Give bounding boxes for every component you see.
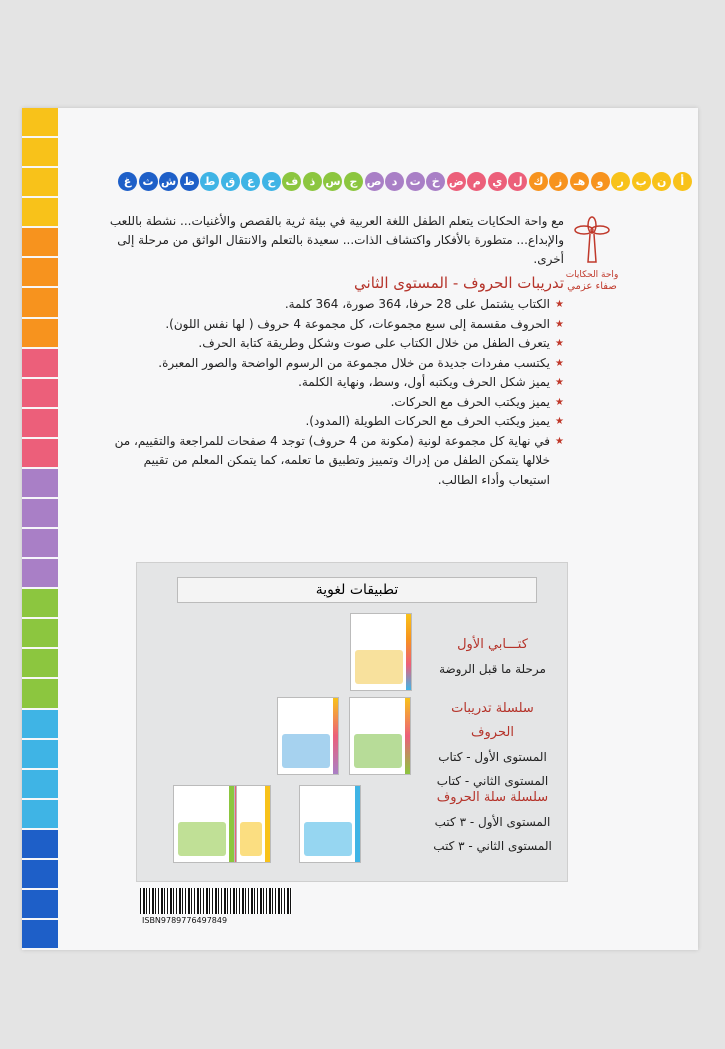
- color-tile: [22, 288, 58, 317]
- color-tile: [22, 198, 58, 227]
- letter-circle: ث: [138, 172, 158, 191]
- feature-item: في نهاية كل مجموعة لونية (مكونة من 4 حرو…: [100, 432, 564, 491]
- color-tile: [22, 799, 58, 828]
- letter-circle: ن: [652, 172, 672, 191]
- color-tile: [22, 499, 58, 528]
- group-sallat: سلسلة سلة الحروف المستوى الأول - ٣ كتب ا…: [430, 786, 555, 858]
- feature-item: يميز ويكتب الحرف مع الحركات.: [100, 393, 564, 413]
- color-tile: [22, 859, 58, 889]
- group-line: المستوى الثاني - كتاب: [436, 774, 549, 788]
- color-tile: [22, 739, 58, 768]
- color-tile: [22, 829, 58, 858]
- feature-item: يتعرف الطفل من خلال الكتاب على صوت وشكل …: [100, 334, 564, 354]
- feature-item: الكتاب يشتمل على 28 حرفا، 364 صورة، 364 …: [100, 295, 564, 315]
- book-thumbnail: [173, 785, 235, 863]
- color-tile: [22, 378, 58, 407]
- publisher-logo: واحة الحكايات صفاء عزمي: [562, 216, 622, 292]
- book-thumbnail: [235, 785, 271, 863]
- group-heading: سلسلة تدريبات الحروف: [451, 701, 534, 740]
- color-tile: [22, 920, 58, 949]
- description: مع واحة الحكايات يتعلم الطفل اللغة العرب…: [100, 212, 564, 490]
- letter-circle: ح: [261, 172, 281, 191]
- group-heading: كتـــابي الأول: [457, 637, 528, 652]
- feature-list: الكتاب يشتمل على 28 حرفا، 364 صورة، 364 …: [100, 295, 564, 490]
- group-line: مرحلة ما قبل الروضة: [439, 662, 546, 676]
- alphabet-row: أ ن ب ر و هـ ز ك ل ي م ض خ ت د ص ج س ذ ف ح ع ق ط ظ ش ث غ: [118, 172, 692, 191]
- color-tile: [22, 468, 58, 498]
- barcode: [140, 888, 292, 914]
- color-tile: [22, 529, 58, 558]
- letter-circle: ك: [528, 172, 548, 191]
- color-tile: [22, 408, 58, 437]
- book-thumbnail: [277, 697, 339, 775]
- letter-circle: د: [385, 172, 405, 191]
- letter-circle: ط: [200, 172, 220, 191]
- book-thumbnail: [299, 785, 361, 863]
- logo-line2: صفاء عزمي: [567, 281, 617, 292]
- letter-circle: ظ: [179, 172, 199, 191]
- letter-circle: م: [467, 172, 487, 191]
- letter-circle: أ: [672, 172, 692, 191]
- color-strip: [22, 108, 58, 950]
- color-tile: [22, 318, 58, 347]
- intro-text: مع واحة الحكايات يتعلم الطفل اللغة العرب…: [109, 214, 564, 266]
- color-tile: [22, 679, 58, 708]
- group-line: المستوى الأول - كتاب: [438, 750, 547, 764]
- color-tile: [22, 649, 58, 678]
- letter-circle: ت: [405, 172, 425, 191]
- color-tile: [22, 108, 58, 137]
- group-line: المستوى الثاني - ٣ كتب: [433, 839, 552, 853]
- letter-circle: هـ: [570, 172, 590, 191]
- letter-circle: ج: [344, 172, 364, 191]
- letter-circle: ذ: [302, 172, 322, 191]
- letter-circle: ق: [220, 172, 240, 191]
- letter-circle: ب: [631, 172, 651, 191]
- color-tile: [22, 348, 58, 377]
- group-line: المستوى الأول - ٣ كتب: [434, 815, 551, 829]
- letter-circle: س: [323, 172, 343, 191]
- group-heading: سلسلة سلة الحروف: [436, 790, 549, 805]
- related-books-panel: تطبيقات لغوية كتـــابي الأول مرحلة ما قب…: [136, 562, 568, 882]
- feature-item: يميز شكل الحرف ويكتبه أول، وسط، ونهاية ا…: [100, 373, 564, 393]
- letter-circle: ع: [241, 172, 261, 191]
- logo-line1: واحة الحكايات: [565, 270, 619, 280]
- book-thumbnail: [349, 697, 411, 775]
- book-thumbnail: [350, 613, 412, 691]
- letter-circle: ز: [549, 172, 569, 191]
- group-kitabi: كتـــابي الأول مرحلة ما قبل الروضة: [430, 633, 555, 681]
- letter-circle: ش: [159, 172, 179, 191]
- subtitle: تدريبات الحروف - المستوى الثاني: [354, 274, 564, 292]
- color-tile: [22, 769, 58, 798]
- color-tile: [22, 168, 58, 197]
- color-tile: [22, 589, 58, 618]
- color-tile: [22, 709, 58, 738]
- color-tile: [22, 258, 58, 287]
- letter-circle: خ: [426, 172, 446, 191]
- panel-title: تطبيقات لغوية: [177, 577, 537, 603]
- feature-item: الحروف مقسمة إلى سبع مجموعات، كل مجموعة …: [100, 315, 564, 335]
- color-tile: [22, 619, 58, 648]
- color-tile: [22, 228, 58, 257]
- letter-circle: ر: [611, 172, 631, 191]
- feature-item: يكتسب مفردات جديدة من خلال مجموعة من الر…: [100, 354, 564, 374]
- letter-circle: ي: [487, 172, 507, 191]
- color-tile: [22, 890, 58, 919]
- group-tadribat: سلسلة تدريبات الحروف المستوى الأول - كتا…: [430, 697, 555, 793]
- color-tile: [22, 438, 58, 467]
- color-tile: [22, 559, 58, 588]
- letter-circle: ص: [364, 172, 384, 191]
- letter-circle: ف: [282, 172, 302, 191]
- letter-circle: و: [590, 172, 610, 191]
- flower-logo-icon: [574, 216, 610, 263]
- letter-circle: غ: [118, 172, 137, 191]
- feature-item: يميز ويكتب الحرف مع الحركات الطويلة (الم…: [100, 412, 564, 432]
- letter-circle: ض: [446, 172, 466, 191]
- letter-circle: ل: [508, 172, 528, 191]
- back-cover: أ ن ب ر و هـ ز ك ل ي م ض خ ت د ص ج س ذ ف ح ع ق ط ظ ش ث غ واحة الحكا…: [22, 108, 698, 950]
- color-tile: [22, 138, 58, 167]
- isbn: ISBN9789776497849: [142, 916, 228, 925]
